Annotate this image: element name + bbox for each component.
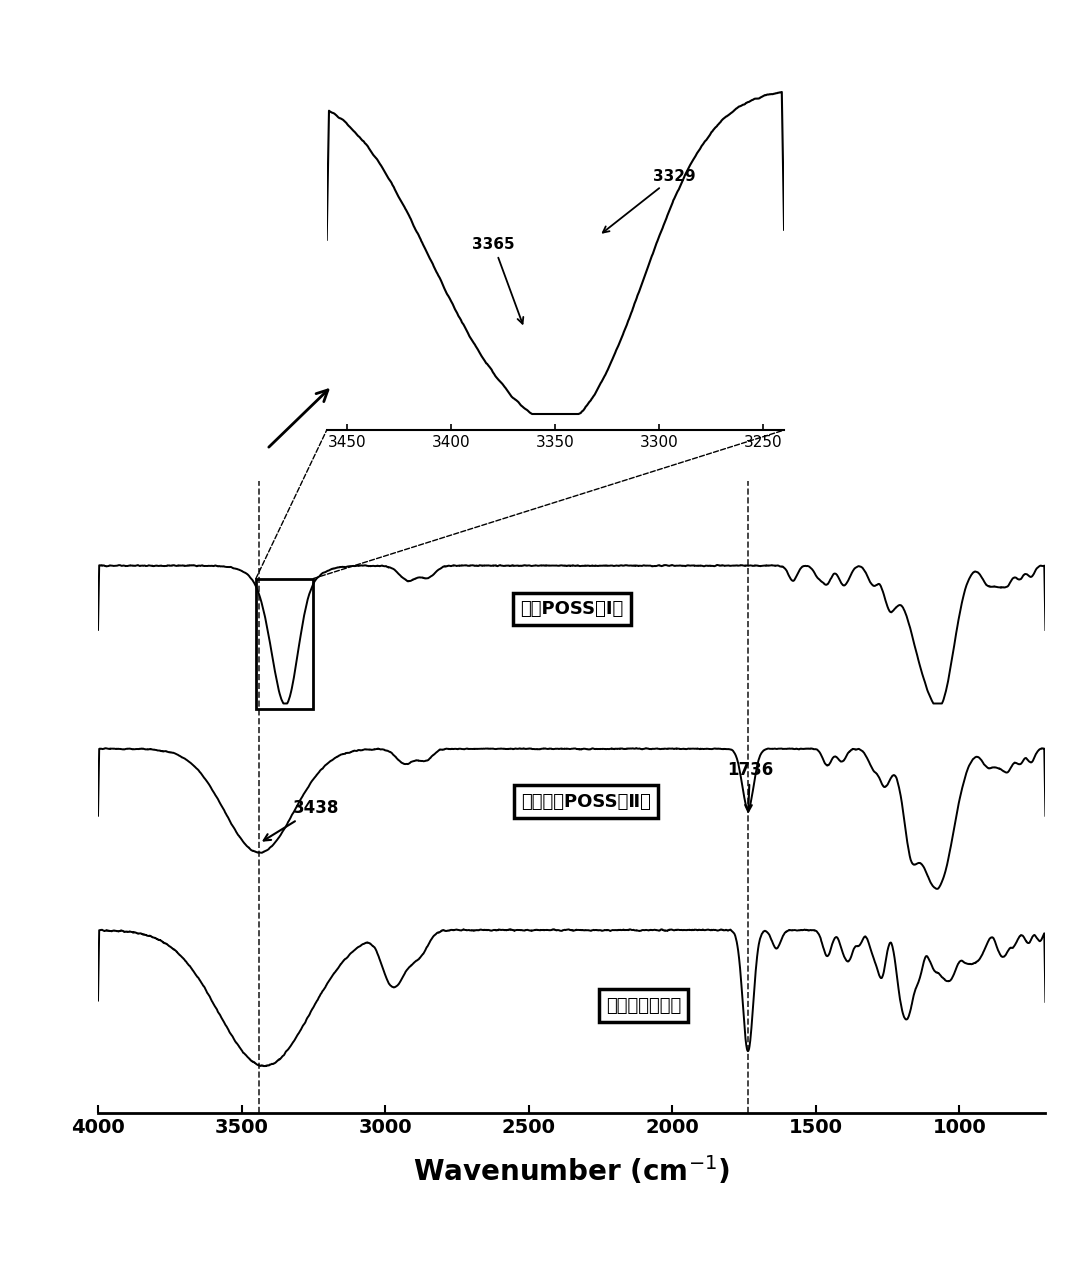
Text: 3365: 3365 xyxy=(473,238,524,324)
Text: 双官能团POSS（Ⅱ）: 双官能团POSS（Ⅱ） xyxy=(522,793,651,811)
Text: 3438: 3438 xyxy=(264,799,340,840)
Bar xyxy=(256,578,314,710)
X-axis label: Wavenumber (cm$^{-1}$): Wavenumber (cm$^{-1}$) xyxy=(414,1154,730,1187)
Text: 3329: 3329 xyxy=(603,168,696,233)
Text: 氨基POSS（Ⅰ）: 氨基POSS（Ⅰ） xyxy=(521,600,623,619)
Text: 羟乙基丙烯酸酯: 羟乙基丙烯酸酯 xyxy=(605,997,681,1015)
Text: 1736: 1736 xyxy=(726,762,773,812)
